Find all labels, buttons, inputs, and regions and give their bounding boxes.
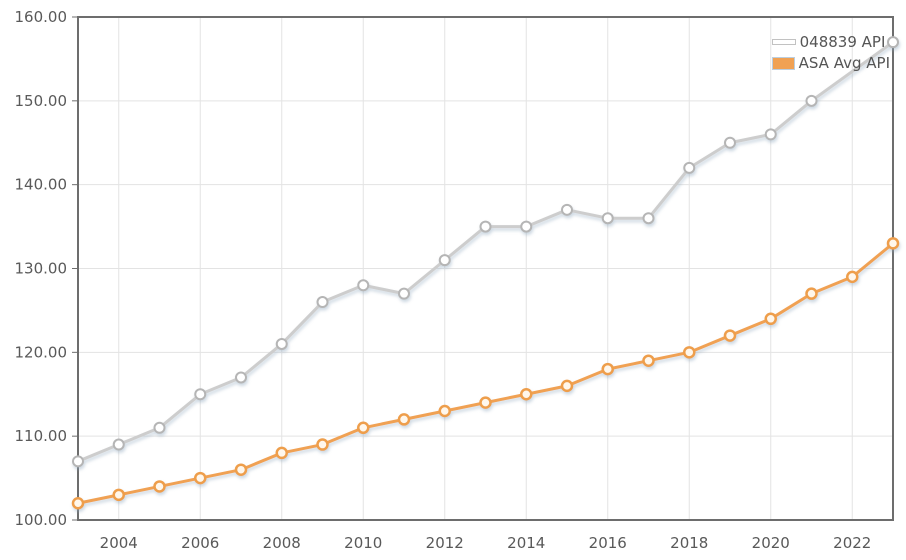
data-point-marker[interactable] <box>642 354 655 367</box>
data-point-marker[interactable] <box>479 220 492 233</box>
data-point-marker[interactable] <box>438 404 451 418</box>
data-point-marker[interactable] <box>846 270 859 284</box>
data-point-marker[interactable] <box>316 438 329 451</box>
data-point-marker[interactable] <box>886 237 900 250</box>
y-axis-label: 130.00 <box>15 260 68 278</box>
data-point-marker[interactable] <box>561 203 573 216</box>
y-axis-label: 120.00 <box>15 343 68 361</box>
x-axis-label: 2020 <box>752 534 790 552</box>
data-point-marker[interactable] <box>601 212 614 225</box>
data-point-marker[interactable] <box>234 463 248 476</box>
data-point-marker[interactable] <box>683 161 696 174</box>
y-axis-label: 100.00 <box>15 511 68 529</box>
data-point-marker[interactable] <box>805 94 818 107</box>
data-point-marker[interactable] <box>805 287 818 300</box>
x-axis-label: 2016 <box>589 534 627 552</box>
data-point-marker[interactable] <box>560 379 574 393</box>
data-point-marker[interactable] <box>357 279 370 292</box>
x-axis-label: 2014 <box>507 534 545 552</box>
data-point-marker[interactable] <box>520 388 533 401</box>
data-point-marker[interactable] <box>683 346 696 359</box>
data-point-marker[interactable] <box>520 220 533 233</box>
y-axis-label: 140.00 <box>15 176 68 194</box>
data-point-marker[interactable] <box>72 455 84 468</box>
data-point-marker[interactable] <box>438 254 451 267</box>
y-axis-label: 110.00 <box>15 427 68 445</box>
data-point-marker[interactable] <box>397 413 411 426</box>
data-point-marker[interactable] <box>479 396 492 409</box>
data-point-marker[interactable] <box>357 421 370 435</box>
legend-label: 048839 API <box>799 33 886 51</box>
data-point-marker[interactable] <box>398 287 410 300</box>
data-point-marker[interactable] <box>887 36 899 49</box>
x-axis-label: 2010 <box>344 534 382 552</box>
data-point-marker[interactable] <box>194 388 207 401</box>
data-point-marker[interactable] <box>723 329 737 342</box>
data-point-marker[interactable] <box>275 337 288 350</box>
chart-legend: 048839 API ASA Avg API <box>771 33 890 72</box>
x-axis-label: 2012 <box>426 534 464 552</box>
legend-line-swatch-icon <box>771 39 796 45</box>
data-point-marker[interactable] <box>235 371 247 384</box>
x-axis-label: 2022 <box>833 534 871 552</box>
x-axis-label: 2008 <box>263 534 301 552</box>
legend-box-swatch-icon <box>771 56 795 70</box>
data-point-marker[interactable] <box>71 496 85 510</box>
y-axis-label: 150.00 <box>15 92 68 110</box>
legend-item-048839-api[interactable]: 048839 API <box>771 33 890 51</box>
data-point-marker[interactable] <box>601 362 614 376</box>
data-point-marker[interactable] <box>112 488 125 502</box>
data-point-marker[interactable] <box>764 128 777 141</box>
series-asa-avg-api <box>71 237 900 510</box>
data-point-marker[interactable] <box>764 312 777 326</box>
data-point-marker[interactable] <box>153 421 166 434</box>
y-axis-label: 160.00 <box>15 8 68 26</box>
legend-item-asa-avg-api[interactable]: ASA Avg API <box>771 54 890 72</box>
data-point-marker[interactable] <box>194 471 207 485</box>
series-048839-api <box>72 36 899 468</box>
data-point-marker[interactable] <box>316 296 329 309</box>
legend-label: ASA Avg API <box>798 54 890 72</box>
data-point-marker[interactable] <box>275 446 288 460</box>
series-line <box>77 40 894 463</box>
x-axis-label: 2006 <box>181 534 219 552</box>
data-point-marker[interactable] <box>724 136 736 149</box>
data-point-marker[interactable] <box>642 212 655 225</box>
x-axis-label: 2004 <box>100 534 138 552</box>
x-axis-label: 2018 <box>670 534 708 552</box>
data-point-marker[interactable] <box>112 438 125 451</box>
data-point-marker[interactable] <box>153 480 166 493</box>
